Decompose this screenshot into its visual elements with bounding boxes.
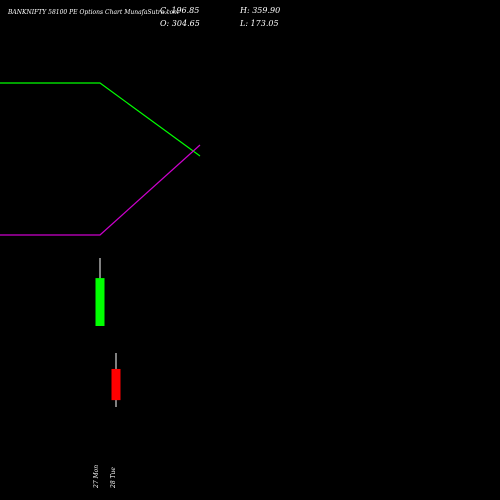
x-tick-label-28-tue: 28 Tue: [110, 467, 117, 489]
open-value: O: 304.65: [160, 19, 200, 28]
close-value: C: 196.85: [160, 6, 200, 15]
x-tick-label-27-mon: 27 Mon: [93, 465, 100, 489]
low-value: L: 173.05: [240, 19, 279, 28]
magenta-indicator-line: [0, 144, 201, 236]
candle-body-27-mon: [95, 278, 105, 326]
chart-title: BANKNIFTY 58100 PE Options Chart MunafaS…: [8, 9, 179, 16]
green-indicator-line: [0, 82, 201, 157]
candle-body-28-tue: [111, 368, 121, 401]
high-value: H: 359.90: [240, 6, 281, 15]
